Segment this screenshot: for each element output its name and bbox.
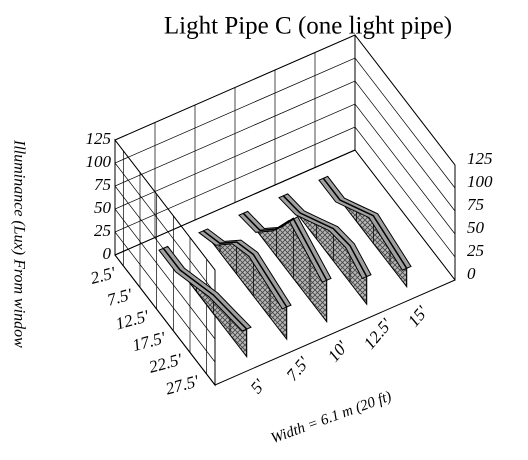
- ribbon-top: [278, 193, 372, 280]
- ribbon-line: [322, 177, 408, 269]
- z-tick-label-right: 0: [467, 264, 476, 283]
- depth-tick-label: 2.5': [88, 263, 117, 288]
- z-tick-label-right: 125: [467, 149, 493, 168]
- ribbon-top: [238, 210, 332, 283]
- ribbon-line: [162, 247, 248, 330]
- width-tick-label: 15': [404, 302, 432, 330]
- chart-title: Light Pipe C (one light pipe): [164, 13, 452, 40]
- z-tick-label: 125: [86, 129, 112, 148]
- depth-tick-label: 12.5': [114, 306, 152, 333]
- z-tick-label: 50: [94, 198, 112, 217]
- depth-tick-label: 22.5': [147, 350, 185, 377]
- ribbon-line: [242, 212, 328, 281]
- width-tick-label: 7.5': [283, 353, 314, 385]
- ribbon-top: [198, 228, 292, 310]
- width-tick-label: 5': [247, 375, 270, 397]
- z-tick-label: 0: [103, 244, 112, 263]
- width-tick-label: 10': [324, 337, 352, 365]
- x-axis-label: Width = 6.1 m (20 ft): [269, 389, 394, 447]
- z-tick-label-right: 50: [467, 218, 485, 237]
- z-axis-label: Illuminance (Lux) From window: [10, 139, 27, 348]
- depth-tick-label: 17.5': [130, 328, 168, 355]
- width-tick-label: 12.5': [360, 315, 396, 353]
- z-tick-label: 25: [94, 221, 111, 240]
- z-tick-label-right: 25: [467, 241, 484, 260]
- ribbon-top: [318, 175, 412, 271]
- ribbon-line: [282, 195, 368, 277]
- depth-tick-label: 7.5': [105, 285, 134, 310]
- z-tick-label: 100: [86, 152, 112, 171]
- z-tick-label: 75: [94, 175, 111, 194]
- ribbon-line: [202, 230, 288, 308]
- z-tick-label-right: 75: [467, 195, 484, 214]
- z-tick-label-right: 100: [467, 172, 493, 191]
- left-wall: [114, 138, 216, 387]
- depth-tick-label: 27.5': [164, 371, 202, 398]
